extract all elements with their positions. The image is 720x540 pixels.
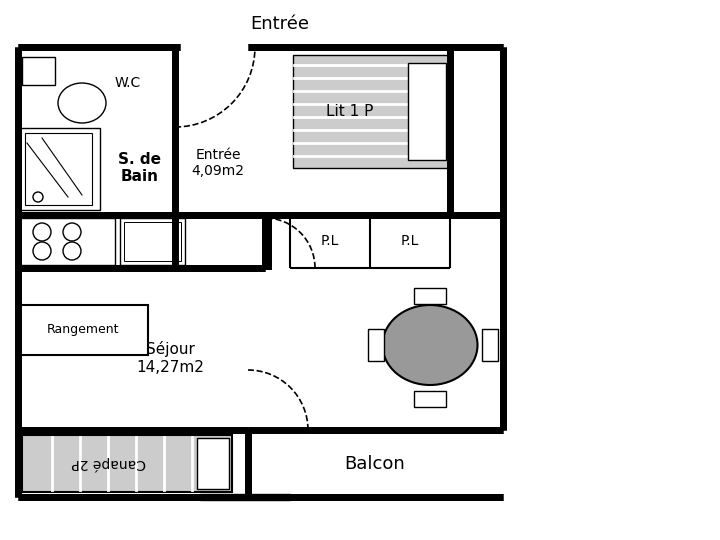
Text: P.L: P.L — [401, 234, 419, 248]
Bar — [18, 305, 148, 355]
Bar — [293, 55, 448, 168]
Text: Canapé 2P: Canapé 2P — [72, 456, 146, 470]
Bar — [368, 329, 384, 361]
Bar — [414, 288, 446, 304]
Text: Balcon: Balcon — [345, 455, 405, 473]
Text: Lit 1 P: Lit 1 P — [326, 104, 374, 118]
Bar — [263, 215, 272, 270]
Bar — [25, 133, 92, 205]
Bar — [22, 435, 232, 492]
Circle shape — [33, 223, 51, 241]
Bar — [249, 426, 310, 434]
Bar — [248, 430, 503, 497]
Bar — [414, 391, 446, 407]
Text: S. de
Bain: S. de Bain — [119, 152, 161, 184]
Bar — [120, 218, 185, 265]
Ellipse shape — [382, 305, 477, 385]
Bar — [408, 63, 446, 160]
Bar — [20, 128, 100, 210]
Bar — [200, 494, 290, 500]
Circle shape — [33, 192, 43, 202]
Circle shape — [63, 242, 81, 260]
Text: W.C: W.C — [115, 76, 141, 90]
Bar — [18, 430, 248, 497]
Bar — [22, 57, 55, 85]
Bar — [124, 222, 181, 261]
Bar — [482, 329, 498, 361]
Text: Entrée
4,09m2: Entrée 4,09m2 — [192, 148, 245, 178]
Bar — [197, 438, 229, 489]
Text: Entrée: Entrée — [251, 15, 310, 33]
Ellipse shape — [58, 83, 106, 123]
Circle shape — [33, 242, 51, 260]
Text: Séjour
14,27m2: Séjour 14,27m2 — [136, 341, 204, 375]
Text: P.L: P.L — [321, 234, 339, 248]
Circle shape — [63, 223, 81, 241]
Bar — [18, 47, 503, 430]
Bar — [20, 218, 115, 265]
Text: Rangement: Rangement — [47, 323, 120, 336]
